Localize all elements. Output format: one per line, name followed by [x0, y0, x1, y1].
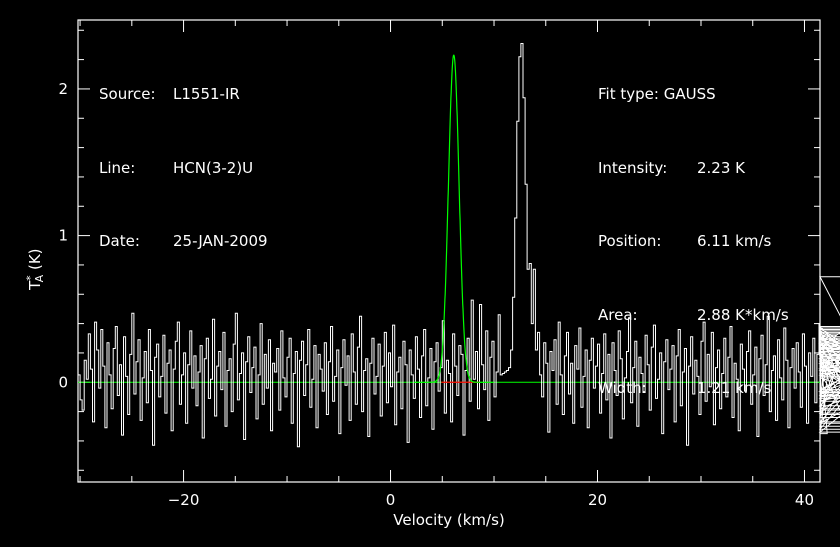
y-tick-label: 0	[58, 373, 68, 391]
position-label: Position:	[598, 232, 662, 250]
area-row: Area: 2.88 K*km/s	[598, 303, 789, 328]
y-tick-label: 1	[58, 227, 68, 245]
plot-frame	[77, 19, 821, 483]
width-row: Width: 1.21 km/s	[598, 376, 789, 401]
y-axis-label-symbol: T	[26, 280, 44, 290]
x-tick-label: −20	[168, 491, 200, 509]
area-value: 2.88 K*km/s	[697, 305, 789, 324]
width-label: Width:	[598, 379, 647, 397]
x-tick-label: 20	[588, 491, 607, 509]
fit-type-row: Fit type: GAUSS	[598, 82, 789, 107]
fit-results-panel: Fit type: GAUSS Intensity: 2.23 K Positio…	[598, 33, 789, 425]
spectrum-histogram-line	[78, 43, 840, 448]
y-axis-label: T*A (K)	[24, 248, 46, 290]
intensity-value: 2.23 K	[697, 158, 746, 177]
source-value: L1551-IR	[173, 85, 240, 103]
date-row: Date: 25-JAN-2009	[99, 229, 268, 254]
intensity-label: Intensity:	[598, 158, 668, 177]
intensity-row: Intensity: 2.23 K	[598, 156, 789, 181]
line-row: Line: HCN(3-2)U	[99, 156, 268, 181]
line-label: Line:	[99, 158, 136, 177]
position-row: Position: 6.11 km/s	[598, 229, 789, 254]
y-axis-label-subscript: A	[33, 274, 46, 283]
axis-tick-labels: −20 0 20 40 0 1 2	[58, 80, 814, 509]
y-tick-label: 2	[58, 80, 68, 98]
x-tick-label: 40	[795, 491, 814, 509]
x-tick-label: 0	[386, 491, 396, 509]
line-value: HCN(3-2)U	[173, 158, 254, 177]
area-label: Area:	[598, 305, 638, 324]
date-label: Date:	[99, 232, 140, 250]
observation-info-panel: Source: L1551-IR Line: HCN(3-2)U Date: 25-J…	[99, 33, 268, 278]
fit-type-label: Fit type:	[598, 85, 659, 103]
width-value: 1.21 km/s	[697, 379, 772, 397]
source-row: Source: L1551-IR	[99, 82, 268, 107]
fit-type-value: GAUSS	[663, 85, 716, 103]
date-value: 25-JAN-2009	[173, 232, 268, 250]
x-axis-label: Velocity (km/s)	[393, 511, 504, 529]
axis-ticks	[78, 20, 820, 482]
gaussian-fit-curve	[413, 54, 494, 383]
y-axis-label-unit: (K)	[26, 248, 44, 271]
position-value: 6.11 km/s	[697, 232, 772, 250]
source-label: Source:	[99, 85, 156, 103]
